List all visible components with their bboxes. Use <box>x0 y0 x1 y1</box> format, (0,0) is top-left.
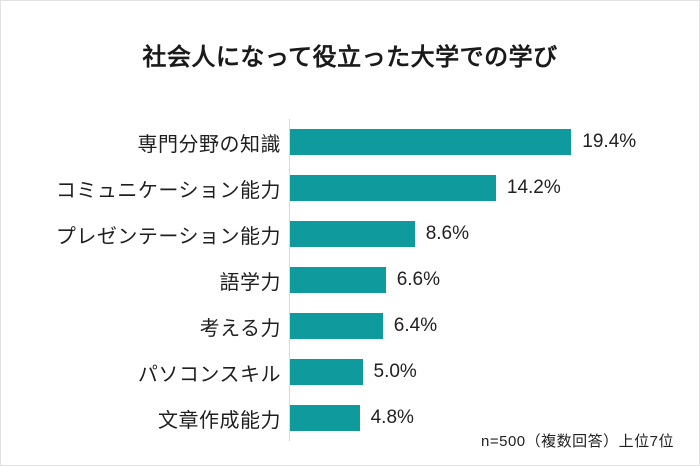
category-label: 考える力 <box>199 317 281 340</box>
category-label: コミュニケーション能力 <box>55 179 281 202</box>
value-label: 4.8% <box>370 407 414 428</box>
category-label: プレゼンテーション能力 <box>55 225 281 248</box>
chart-row: パソコンスキル 5.0% <box>41 349 679 395</box>
bar-area: 5.0% <box>289 349 679 395</box>
value-label: 14.2% <box>506 177 561 198</box>
bar-area: 6.4% <box>289 303 679 349</box>
value-label: 5.0% <box>373 361 417 382</box>
bar <box>290 267 386 293</box>
bar-area: 6.6% <box>289 257 679 303</box>
value-label: 19.4% <box>582 131 637 152</box>
bar-area: 14.2% <box>289 165 679 211</box>
chart-row: コミュニケーション能力 14.2% <box>41 165 679 211</box>
chart-row: プレゼンテーション能力 8.6% <box>41 211 679 257</box>
value-label: 6.4% <box>393 315 438 336</box>
bar <box>290 313 383 339</box>
category-label: 語学力 <box>219 271 281 294</box>
bar <box>290 405 360 431</box>
category-label: 文章作成能力 <box>158 409 281 432</box>
chart-row: 専門分野の知識 19.4% <box>41 119 679 165</box>
category-label: 専門分野の知識 <box>137 133 281 156</box>
bar-chart: 専門分野の知識 19.4% コミュニケーション能力 14.2% プレゼンテーショ… <box>41 119 679 441</box>
bar <box>290 221 415 247</box>
chart-row: 文章作成能力 4.8% <box>41 395 679 441</box>
bar-area: 8.6% <box>289 211 679 257</box>
bar <box>290 175 496 201</box>
bar <box>290 359 363 385</box>
category-label: パソコンスキル <box>137 363 281 386</box>
chart-row: 考える力 6.4% <box>41 303 679 349</box>
bar-area: 4.8% <box>289 395 679 441</box>
sample-size-footnote: n=500（複数回答）上位7位 <box>481 433 674 450</box>
value-label: 6.6% <box>396 269 440 290</box>
bar-area: 19.4% <box>289 119 679 165</box>
bar <box>290 129 572 155</box>
chart-title: 社会人になって役立った大学での学び <box>142 44 558 71</box>
chart-row: 語学力 6.6% <box>41 257 679 303</box>
value-label: 8.6% <box>425 223 469 244</box>
